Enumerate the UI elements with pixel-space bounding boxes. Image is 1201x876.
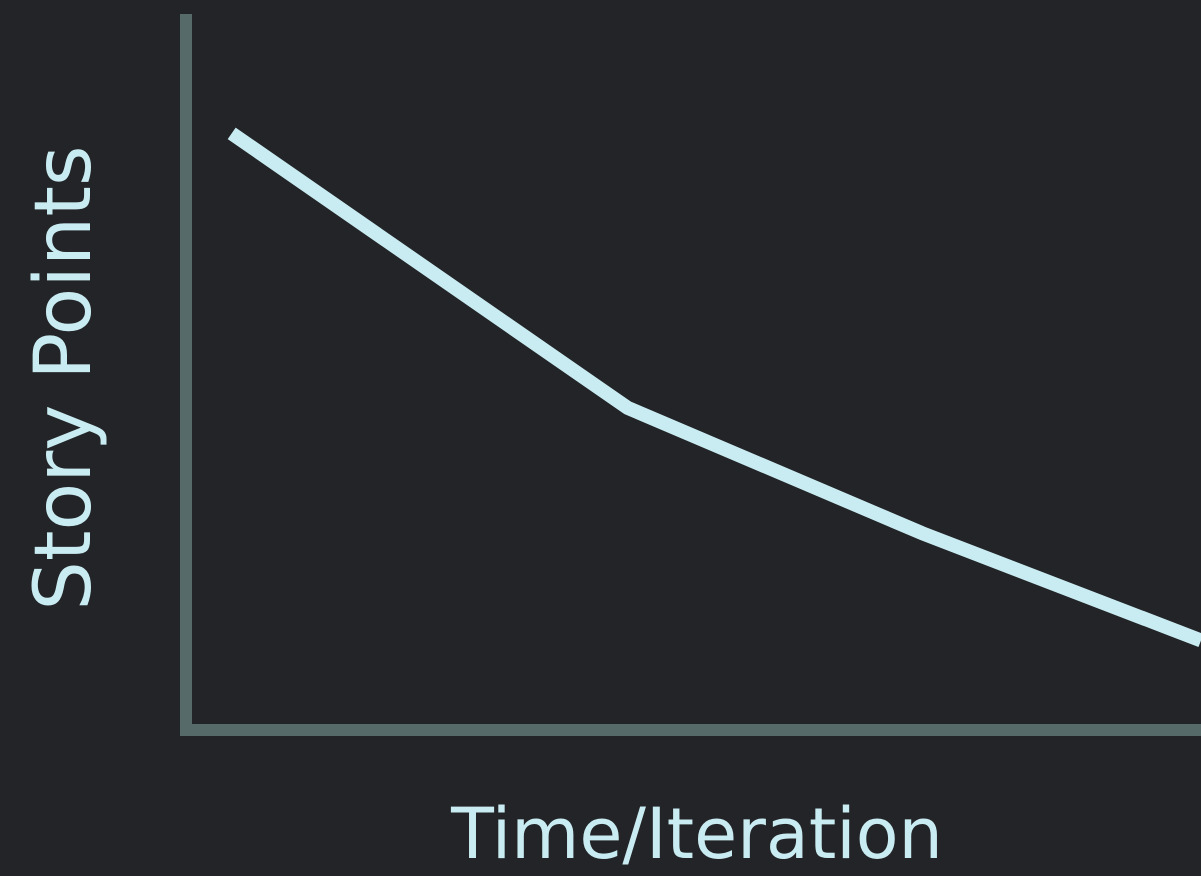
x-axis-label: Time/Iteration [450, 793, 943, 875]
series-line-0 [227, 127, 1201, 648]
y-axis-label: Story Points [19, 145, 109, 610]
series-layer [227, 127, 1201, 648]
